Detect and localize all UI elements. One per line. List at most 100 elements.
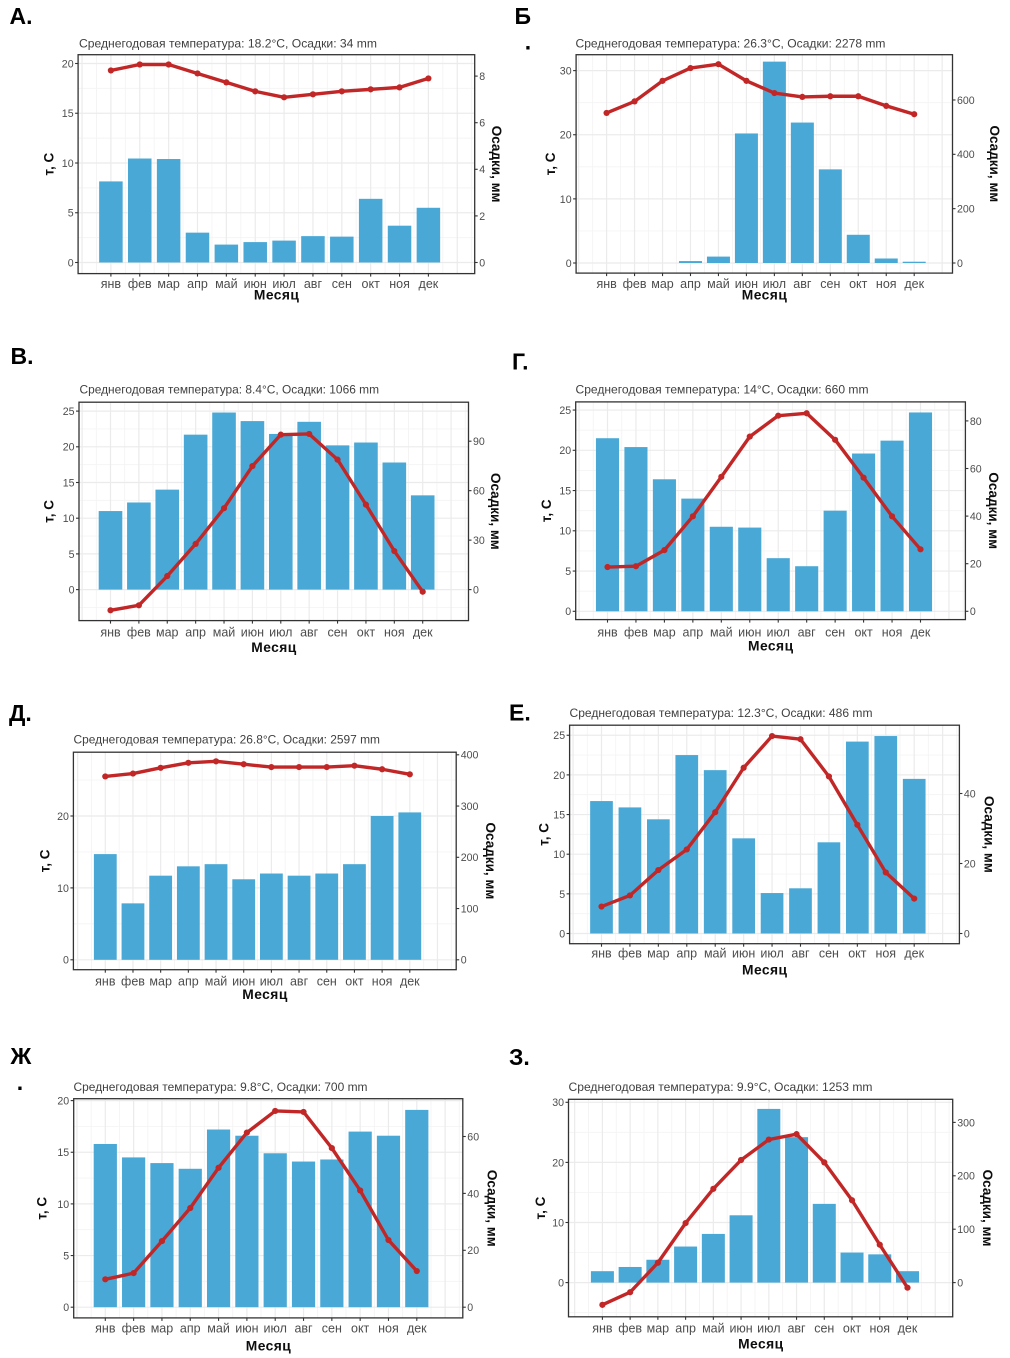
svg-text:фев: фев [128,277,152,291]
svg-text:80: 80 [970,416,982,428]
svg-text:фев: фев [618,1322,642,1336]
svg-text:2: 2 [479,211,485,223]
svg-text:Е.: Е. [509,700,531,726]
svg-text:10: 10 [57,1199,69,1211]
svg-text:0: 0 [461,955,467,967]
svg-text:июл: июл [760,947,783,961]
svg-text:ноя: ноя [378,1322,399,1336]
svg-text:фев: фев [122,1322,146,1336]
svg-text:апр: апр [683,625,704,639]
svg-text:мар: мар [151,1322,174,1336]
svg-text:0: 0 [63,1302,69,1314]
svg-text:90: 90 [473,436,485,448]
svg-text:Осадки, мм: Осадки, мм [987,126,1002,203]
svg-text:100: 100 [461,903,479,915]
svg-text:июн: июн [244,277,267,291]
svg-text:Среднегодовая температура: 8.4: Среднегодовая температура: 8.4°C, Осадки… [80,383,380,397]
svg-text:200: 200 [461,852,479,864]
svg-text:авг: авг [300,625,319,639]
svg-text:0: 0 [68,257,74,269]
svg-text:Месяц: Месяц [254,287,300,302]
svg-text:май: май [207,1322,230,1336]
svg-text:мар: мар [647,1322,670,1336]
svg-text:сен: сен [820,277,840,291]
svg-text:Месяц: Месяц [242,987,288,1002]
svg-text:10: 10 [559,526,571,538]
svg-text:.: . [17,1069,23,1095]
svg-text:20: 20 [964,858,976,870]
svg-text:Среднегодовая температура: 26.: Среднегодовая температура: 26.8°C, Осадк… [74,732,381,746]
svg-text:15: 15 [63,477,75,489]
svg-text:Б: Б [515,3,532,29]
svg-text:Осадки, мм: Осадки, мм [980,1170,995,1247]
svg-text:0: 0 [964,928,970,940]
svg-text:июл: июл [763,277,786,291]
svg-text:60: 60 [473,486,485,498]
svg-text:Среднегодовая температура: 9.8: Среднегодовая температура: 9.8°C, Осадки… [74,1080,368,1094]
svg-text:0: 0 [63,955,69,967]
svg-text:май: май [702,1322,725,1336]
svg-text:окт: окт [362,277,381,291]
svg-text:60: 60 [467,1131,479,1143]
svg-text:60: 60 [970,463,982,475]
svg-text:авг: авг [304,277,323,291]
svg-text:15: 15 [57,1147,69,1159]
svg-text:т, С: т, С [42,500,57,523]
svg-text:мар: мар [653,625,676,639]
svg-text:окт: окт [345,975,364,989]
svg-text:400: 400 [461,750,479,762]
svg-text:ноя: ноя [876,277,897,291]
svg-text:8: 8 [479,71,485,83]
svg-text:мар: мар [651,277,674,291]
svg-text:0: 0 [957,1278,963,1290]
svg-text:20: 20 [467,1245,479,1257]
svg-text:июн: июн [735,277,758,291]
svg-text:июн: июн [241,625,264,639]
svg-text:400: 400 [957,149,975,161]
svg-text:авг: авг [798,625,817,639]
svg-text:30: 30 [552,1097,564,1109]
svg-text:янв: янв [591,947,612,961]
svg-text:0: 0 [467,1302,473,1314]
svg-text:май: май [213,625,236,639]
svg-text:Среднегодовая температура: 14°: Среднегодовая температура: 14°C, Осадки:… [576,383,869,397]
svg-text:20: 20 [63,442,75,454]
svg-text:авг: авг [793,277,812,291]
svg-text:мар: мар [647,947,670,961]
svg-text:5: 5 [565,566,571,578]
svg-text:100: 100 [957,1224,975,1236]
svg-text:фев: фев [623,277,647,291]
svg-text:окт: окт [843,1322,862,1336]
svg-text:янв: янв [101,277,122,291]
svg-text:40: 40 [467,1188,479,1200]
svg-text:15: 15 [62,108,74,120]
svg-text:янв: янв [95,975,116,989]
svg-text:10: 10 [62,158,74,170]
svg-text:апр: апр [680,277,701,291]
svg-text:20: 20 [559,445,571,457]
svg-text:Среднегодовая температура: 9.9: Среднегодовая температура: 9.9°C, Осадки… [569,1080,873,1094]
svg-text:200: 200 [957,204,975,216]
svg-text:Среднегодовая температура: 26.: Среднегодовая температура: 26.3°C, Осадк… [576,37,886,51]
svg-text:мар: мар [157,277,180,291]
svg-text:окт: окт [854,625,873,639]
svg-text:т, С: т, С [533,1196,548,1219]
svg-text:сен: сен [322,1322,342,1336]
svg-text:0: 0 [970,606,976,618]
svg-text:20: 20 [552,1157,564,1169]
svg-text:июл: июл [272,277,295,291]
svg-text:авг: авг [290,975,309,989]
svg-text:июн: июн [232,975,255,989]
svg-text:Осадки, мм: Осадки, мм [982,796,997,873]
svg-text:200: 200 [957,1171,975,1183]
svg-text:сен: сен [825,625,845,639]
svg-text:Осадки, мм: Осадки, мм [986,472,1001,549]
svg-text:0: 0 [479,257,485,269]
svg-text:дек: дек [898,1322,918,1336]
svg-text:Ж: Ж [10,1043,32,1069]
svg-text:июн: июн [738,625,761,639]
svg-text:окт: окт [848,947,867,961]
svg-text:40: 40 [964,788,976,800]
svg-text:апр: апр [676,947,697,961]
svg-text:Среднегодовая температура: 12.: Среднегодовая температура: 12.3°C, Осадк… [570,706,873,720]
